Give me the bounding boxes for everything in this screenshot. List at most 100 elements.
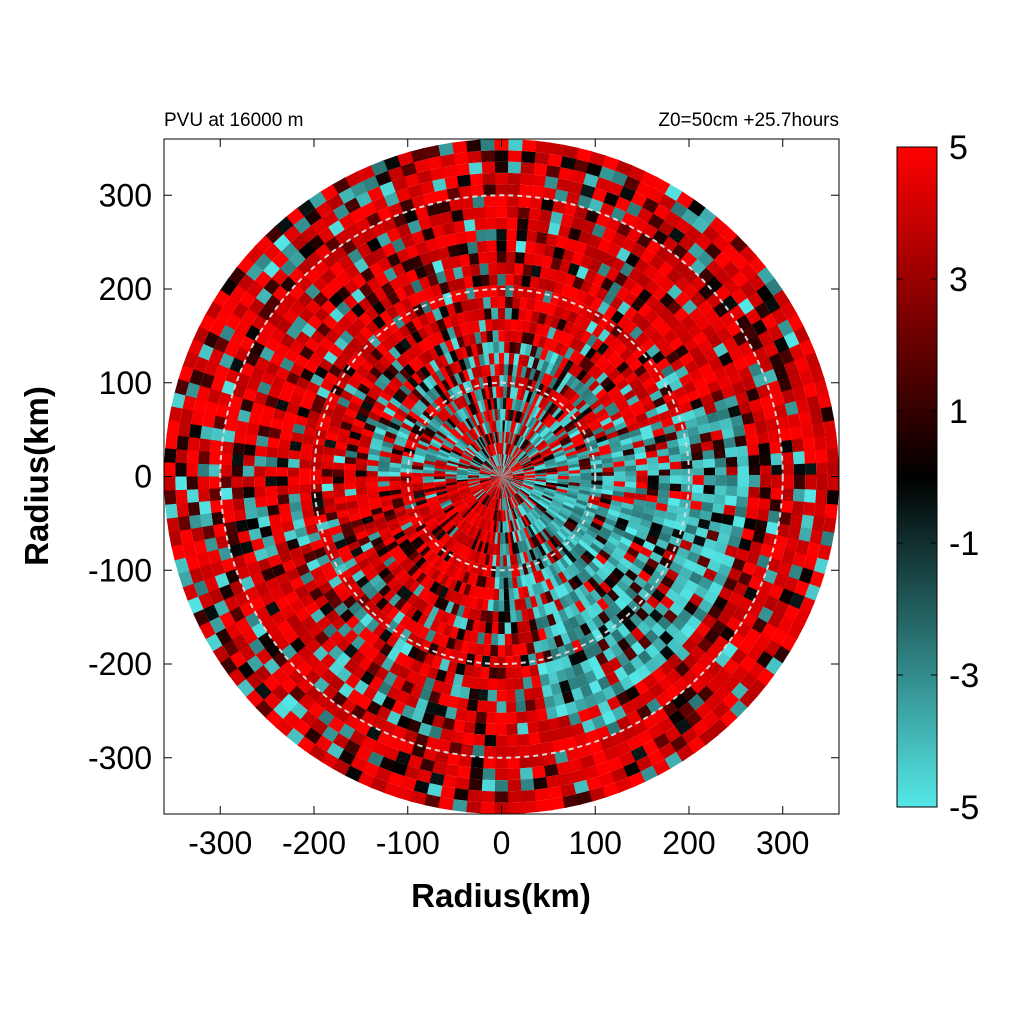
field-cell <box>495 746 510 758</box>
field-cell <box>553 409 565 421</box>
field-cell <box>436 454 449 461</box>
field-cell <box>366 476 378 484</box>
field-cell <box>470 676 482 690</box>
field-cell <box>474 297 484 310</box>
field-cell <box>332 469 345 478</box>
field-cell <box>509 461 520 470</box>
field-cell <box>558 771 576 786</box>
field-cell <box>467 477 480 480</box>
field-cell <box>636 481 648 489</box>
field-cell <box>501 476 507 487</box>
field-cell <box>494 443 499 455</box>
field-cell <box>373 541 387 554</box>
field-cell <box>508 790 525 803</box>
field-cell <box>510 482 521 490</box>
field-cell <box>534 470 547 474</box>
field-cell <box>527 512 536 523</box>
field-cell <box>386 540 399 552</box>
field-cell <box>467 173 484 186</box>
field-cell <box>511 542 517 555</box>
field-cell <box>529 451 540 460</box>
field-cell <box>475 240 488 253</box>
field-cell <box>642 563 657 577</box>
field-cell <box>475 516 483 528</box>
field-cell <box>505 172 521 185</box>
field-cell <box>479 470 491 475</box>
field-cell <box>513 399 520 411</box>
field-cell <box>254 486 267 499</box>
field-cell <box>411 622 425 637</box>
field-cell <box>386 606 401 621</box>
field-cell <box>346 357 361 372</box>
field-cell <box>416 542 429 555</box>
field-cell <box>507 456 514 468</box>
field-cell <box>574 501 587 510</box>
field-cell <box>501 476 512 482</box>
field-cell <box>429 772 447 787</box>
field-cell <box>479 476 491 479</box>
field-cell <box>461 369 471 382</box>
field-cell <box>452 515 463 526</box>
field-cell <box>562 386 574 399</box>
x-tick-label: -300 <box>188 825 252 861</box>
field-cell <box>544 362 555 375</box>
field-cell <box>647 462 659 471</box>
field-cell <box>719 521 733 536</box>
field-cell <box>826 488 839 505</box>
field-cell <box>540 496 553 504</box>
field-cell <box>580 406 593 417</box>
field-cell <box>477 437 485 449</box>
field-cell <box>563 736 579 751</box>
field-cell <box>500 487 502 499</box>
field-cell <box>486 565 493 578</box>
field-cell <box>518 173 534 186</box>
field-cell <box>500 510 503 522</box>
field-cell <box>563 522 575 533</box>
field-cell <box>357 558 371 571</box>
field-cell <box>509 610 518 623</box>
field-cell <box>337 370 352 385</box>
field-cell <box>580 567 593 581</box>
field-cell <box>512 478 524 483</box>
field-cell <box>200 513 214 530</box>
field-cell <box>390 416 403 428</box>
field-cell <box>212 415 227 432</box>
field-cell <box>413 779 432 795</box>
field-cell <box>513 494 521 505</box>
y-tick-label: -200 <box>88 646 152 682</box>
field-cell <box>577 402 590 414</box>
field-cell <box>501 476 506 488</box>
field-cell <box>174 378 190 398</box>
field-cell <box>634 411 648 423</box>
field-cell <box>813 376 829 396</box>
field-cell <box>498 622 506 634</box>
field-cell <box>637 369 652 384</box>
field-cell <box>395 553 409 566</box>
field-cell <box>759 542 775 558</box>
field-cell <box>524 514 532 526</box>
field-cell <box>438 497 451 505</box>
field-cell <box>479 505 487 517</box>
field-cell <box>534 787 552 801</box>
field-cell <box>498 476 502 488</box>
field-cell <box>168 530 183 549</box>
field-cell <box>621 604 637 619</box>
field-cell <box>437 693 452 707</box>
field-cell <box>481 423 488 435</box>
field-cell <box>418 587 430 601</box>
field-cell <box>407 550 420 562</box>
field-cell <box>540 398 550 411</box>
field-cell <box>556 166 574 181</box>
field-cell <box>438 409 449 421</box>
field-cell <box>692 483 704 494</box>
field-cell <box>564 537 576 549</box>
field-cell <box>413 584 426 598</box>
reference-circles <box>219 194 784 759</box>
field-cell <box>210 500 223 515</box>
field-cell <box>344 482 356 491</box>
field-cell <box>670 475 682 485</box>
field-cell <box>446 402 457 415</box>
field-cell <box>655 402 669 415</box>
field-cell <box>405 528 418 540</box>
field-cell <box>629 399 643 412</box>
